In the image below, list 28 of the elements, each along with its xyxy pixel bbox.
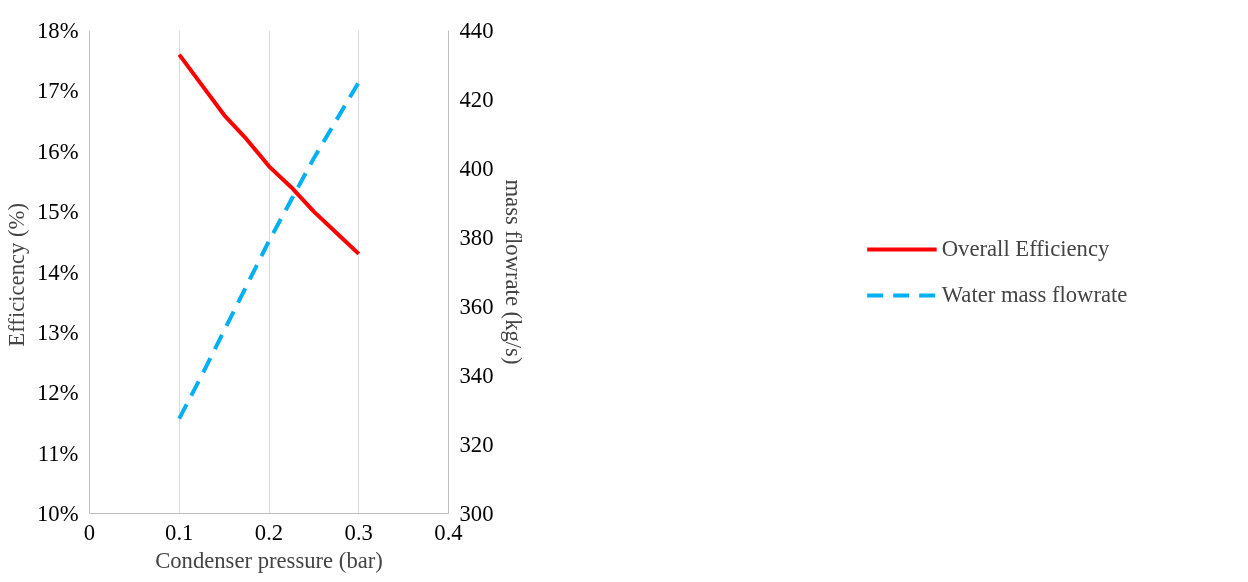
line-series: [177, 52, 361, 256]
x-axis-title: Condenser pressure (bar): [155, 547, 383, 573]
y-tick-label: 12%: [36, 380, 79, 406]
legend-label: Overall Efficiency: [941, 235, 1110, 262]
y2-tick-label: 360: [459, 294, 494, 319]
y-tick-label: 18%: [36, 18, 79, 43]
y-tick-label: 11%: [37, 440, 79, 466]
y2-tick-label: 320: [459, 432, 494, 457]
y-tick-label: 15%: [36, 199, 79, 225]
y2-tick-label: 440: [459, 18, 494, 43]
y2-tick-label: 380: [459, 225, 494, 250]
y2-tick-label: 420: [459, 87, 494, 112]
y-axis-title: Efficicency (%): [3, 203, 29, 347]
x-tick-label: 0.1: [165, 519, 194, 545]
y2-tick-label: 400: [459, 156, 494, 181]
y-tick-label: 13%: [36, 319, 79, 345]
y-tick-label: 10%: [36, 501, 79, 526]
y2-tick-label: 300: [459, 501, 494, 526]
y-tick-label: 14%: [36, 259, 79, 285]
legend-label: Water mass flowrate: [941, 281, 1128, 308]
x-tick-label: 0.3: [344, 519, 373, 545]
line-series: [177, 80, 361, 421]
x-tick-label: 0: [83, 519, 96, 545]
y2-tick-label: 340: [459, 363, 494, 388]
y-tick-label: 16%: [36, 138, 79, 164]
x-tick-label: 0.2: [254, 519, 284, 545]
y-tick-label: 17%: [36, 78, 79, 104]
y2-axis-title: mass flowrate (kg/s): [501, 179, 527, 365]
